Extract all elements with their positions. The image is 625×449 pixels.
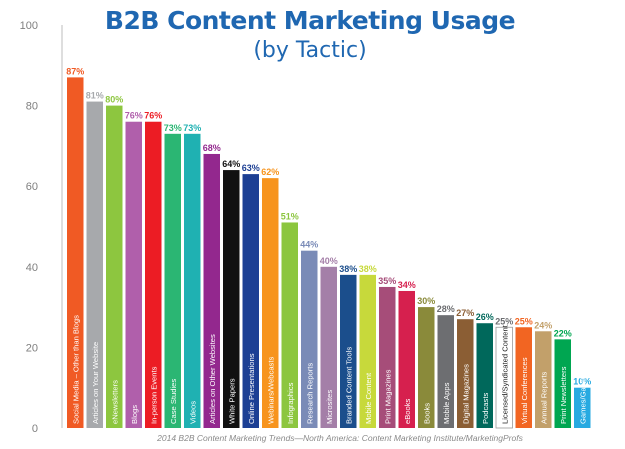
bar bbox=[262, 178, 279, 428]
bar-value-label: 24% bbox=[534, 320, 552, 330]
category-label: Videos bbox=[188, 401, 197, 424]
bar bbox=[242, 174, 259, 428]
category-label: Print Newsletters bbox=[559, 366, 568, 424]
y-tick-label: 0 bbox=[32, 423, 38, 435]
bar-value-label: 62% bbox=[261, 167, 279, 177]
bar bbox=[359, 274, 376, 428]
bar-value-label: 73% bbox=[164, 123, 182, 133]
bar bbox=[515, 327, 532, 428]
bar bbox=[340, 274, 357, 428]
category-label: White Papers bbox=[227, 378, 236, 424]
category-label: Mobile Content bbox=[364, 372, 373, 424]
category-label: Case Studies bbox=[169, 379, 178, 424]
category-label: Games/Gamification bbox=[578, 355, 587, 424]
y-tick-label: 60 bbox=[26, 181, 38, 193]
category-label: Articles on Other Websites bbox=[208, 334, 217, 424]
y-tick-label: 40 bbox=[26, 262, 38, 274]
bar bbox=[281, 222, 298, 428]
bar-value-label: 38% bbox=[339, 264, 357, 274]
bar bbox=[379, 286, 396, 428]
bar bbox=[476, 323, 493, 428]
bar-value-label: 73% bbox=[183, 123, 201, 133]
bar bbox=[164, 133, 181, 428]
category-label: Blogs bbox=[130, 405, 139, 424]
chart-subtitle: (by Tactic) bbox=[253, 38, 367, 63]
chart-title: B2B Content Marketing Usage bbox=[104, 6, 516, 35]
category-label: Annual Reports bbox=[539, 371, 548, 424]
bar bbox=[145, 121, 162, 428]
bar-value-label: 51% bbox=[281, 211, 299, 221]
bar bbox=[203, 153, 220, 428]
bar bbox=[437, 315, 454, 428]
bar bbox=[223, 170, 240, 428]
bar-value-label: 26% bbox=[476, 312, 494, 322]
category-label: Podcasts bbox=[481, 393, 490, 424]
category-label: Licensed/Syndicated Content bbox=[500, 324, 509, 424]
bar bbox=[495, 326, 513, 429]
y-tick-label: 80 bbox=[26, 101, 38, 113]
bar-value-label: 76% bbox=[144, 111, 162, 121]
category-label: Print Magazines bbox=[383, 369, 392, 424]
category-label: Microsites bbox=[325, 390, 334, 424]
bar bbox=[106, 105, 123, 428]
bar-value-label: 34% bbox=[398, 280, 416, 290]
y-tick-label: 100 bbox=[20, 20, 38, 32]
bar-value-label: 80% bbox=[105, 95, 123, 105]
bar bbox=[86, 101, 103, 428]
category-label: Mobile Apps bbox=[442, 382, 451, 424]
category-label: Webinars/Webcasts bbox=[266, 357, 275, 424]
bar-value-label: 76% bbox=[125, 111, 143, 121]
bar bbox=[320, 266, 337, 428]
category-label: eBooks bbox=[403, 398, 412, 424]
bar-value-label: 87% bbox=[66, 66, 84, 76]
bar bbox=[418, 307, 435, 428]
bar-value-label: 44% bbox=[300, 240, 318, 250]
bar bbox=[398, 290, 415, 428]
bar-value-label: 40% bbox=[320, 256, 338, 266]
bar bbox=[67, 77, 84, 428]
bar-value-label: 30% bbox=[417, 296, 435, 306]
bar-value-label: 38% bbox=[359, 264, 377, 274]
bar-value-label: 63% bbox=[242, 163, 260, 173]
bar-value-label: 68% bbox=[203, 143, 221, 153]
category-label: Articles on Your Website bbox=[91, 342, 100, 424]
bar-value-label: 25% bbox=[495, 316, 513, 326]
bar-value-label: 25% bbox=[515, 316, 533, 326]
category-label: Books bbox=[422, 403, 431, 424]
bar bbox=[125, 121, 142, 428]
bar bbox=[301, 250, 318, 428]
bar bbox=[535, 331, 552, 428]
y-tick-label: 20 bbox=[26, 342, 38, 354]
bar-value-label: 22% bbox=[554, 328, 572, 338]
category-label: Digital Magazines bbox=[461, 364, 470, 424]
category-label: Infographics bbox=[286, 382, 295, 424]
bar bbox=[457, 319, 474, 428]
source-note: 2014 B2B Content Marketing Trends—North … bbox=[157, 433, 523, 443]
category-label: In-person Events bbox=[149, 366, 158, 424]
bar bbox=[574, 387, 591, 428]
bar-value-label: 28% bbox=[437, 304, 455, 314]
category-label: Branded Content Tools bbox=[344, 347, 353, 424]
bar-value-label: 27% bbox=[456, 308, 474, 318]
bar-value-label: 35% bbox=[378, 276, 396, 286]
bar-value-label: 10% bbox=[573, 377, 591, 387]
category-label: eNewsletters bbox=[110, 380, 119, 424]
category-label: Virtual Conferences bbox=[520, 357, 529, 424]
category-label: Social Media – Other than Blogs bbox=[71, 315, 80, 424]
bar-value-label: 81% bbox=[86, 91, 104, 101]
bar-value-label: 64% bbox=[222, 159, 240, 169]
category-label: Online Presentations bbox=[247, 353, 256, 424]
category-label: Research Reports bbox=[305, 363, 314, 424]
bar bbox=[184, 133, 201, 428]
bar bbox=[554, 339, 571, 428]
